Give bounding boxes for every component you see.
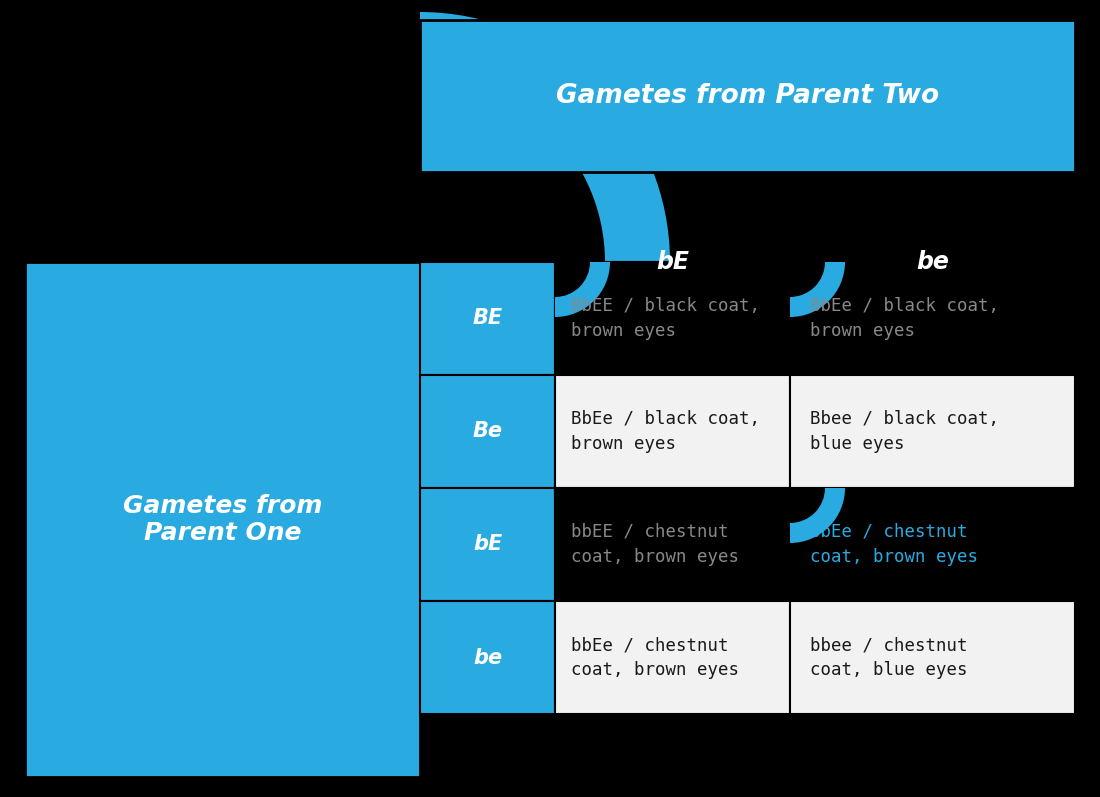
Bar (25, 262, 420, 777)
Text: bE: bE (473, 535, 502, 555)
Bar (556, 488, 790, 601)
Bar (556, 262, 790, 375)
Wedge shape (790, 262, 845, 317)
Bar (790, 601, 1075, 714)
Bar (420, 488, 556, 601)
Text: BE: BE (472, 308, 503, 328)
Text: BbEE / black coat,
brown eyes: BbEE / black coat, brown eyes (572, 297, 760, 340)
Bar (790, 375, 1075, 488)
Wedge shape (420, 12, 670, 262)
Text: bE: bE (656, 250, 689, 274)
Wedge shape (790, 488, 845, 543)
Text: be: be (916, 250, 949, 274)
Text: Be: Be (473, 422, 503, 442)
Text: Gametes from
Parent One: Gametes from Parent One (123, 493, 322, 545)
Text: BbEe / black coat,
brown eyes: BbEe / black coat, brown eyes (810, 297, 999, 340)
Text: BbEe / black coat,
brown eyes: BbEe / black coat, brown eyes (572, 410, 760, 453)
Bar (420, 20, 1075, 172)
Text: Gametes from Parent Two: Gametes from Parent Two (556, 83, 939, 109)
Text: be: be (473, 647, 502, 668)
Bar (420, 601, 556, 714)
Bar (420, 375, 556, 488)
Text: Bbee / black coat,
blue eyes: Bbee / black coat, blue eyes (810, 410, 999, 453)
Bar (420, 262, 556, 375)
Wedge shape (556, 262, 610, 317)
Bar (790, 262, 1075, 375)
Bar (556, 375, 790, 488)
Bar (556, 601, 790, 714)
Text: bbEe / chestnut
coat, brown eyes: bbEe / chestnut coat, brown eyes (572, 636, 739, 679)
Text: bbEe / chestnut
coat, brown eyes: bbEe / chestnut coat, brown eyes (810, 523, 978, 566)
Text: bbee / chestnut
coat, blue eyes: bbee / chestnut coat, blue eyes (810, 636, 968, 679)
Text: bbEE / chestnut
coat, brown eyes: bbEE / chestnut coat, brown eyes (572, 523, 739, 566)
Bar (790, 488, 1075, 601)
